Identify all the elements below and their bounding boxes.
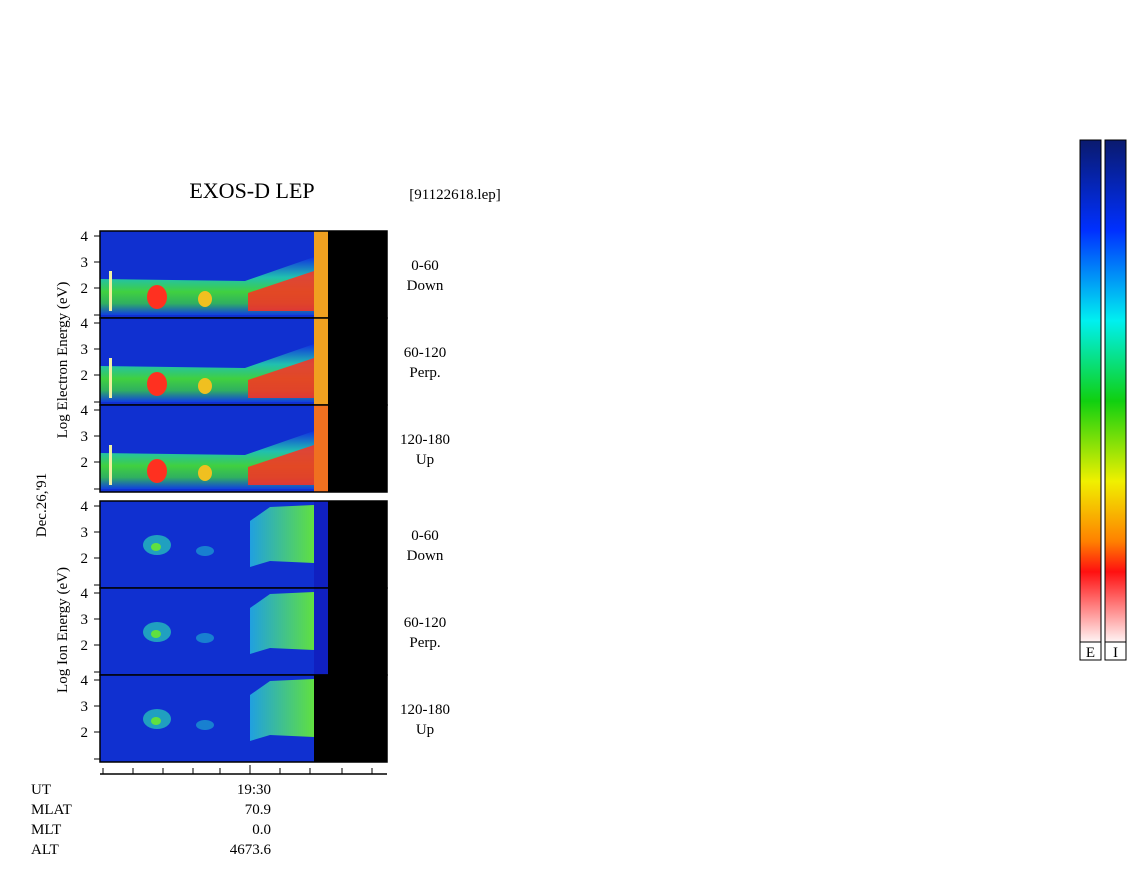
y-tick-label: 4 [81,586,89,602]
row-label: MLAT [31,802,72,818]
colorbar [1104,139,1127,643]
y-tick-label: 4 [81,673,89,689]
date: Dec.26,'91 [34,473,50,537]
flux-blob [147,372,167,396]
flux-blob [198,291,212,307]
flux-stripe [109,358,112,398]
flux-blob [198,378,212,394]
spectrogram-panel: 2 3 4 0-60 Down [81,499,444,589]
spectrogram-panel: 2 3 4 120-180 Up [81,403,450,493]
colorbar-label: E [1086,645,1095,661]
y-tick-label: 4 [81,403,89,419]
panel-label: 60-120 [404,345,447,361]
flux-region [250,505,314,567]
y-tick-label: 4 [81,499,89,515]
y-tick-label: 2 [81,638,89,654]
flux-blob [151,543,161,551]
flux-stripe [314,588,328,675]
y-tick-label: 2 [81,455,89,471]
flux-stripe [314,318,328,405]
y-tick-label: 4 [81,229,89,245]
panel-frame [99,404,388,493]
flux-blob [196,720,214,730]
flux-blob [248,445,314,485]
y-tick-label: 2 [81,551,89,567]
panel-sublabel: Down [407,548,444,564]
y-axis-label: Log Electron Energy (eV) [55,282,71,439]
flux-blob [151,717,161,725]
panel-label: 60-120 [404,615,447,631]
flux-blob [248,271,314,311]
y-tick-label: 2 [81,281,89,297]
flux-blob [248,358,314,398]
flux-blob [147,459,167,483]
flux-stripe [109,445,112,485]
y-tick-label: 2 [81,368,89,384]
panel-sublabel: Perp. [409,635,440,651]
flux-stripe [314,231,328,318]
y-tick-label: 3 [81,429,89,445]
colorbar-label: I [1113,645,1118,661]
y-tick-label: 3 [81,525,89,541]
flux-blob [151,630,161,638]
y-tick-label: 3 [81,612,89,628]
colorbar-label-box [1104,641,1127,661]
panel-label: 120-180 [400,702,450,718]
y-tick-label: 2 [81,725,89,741]
row-label: UT [31,782,51,798]
title: EXOS-D LEP [189,178,314,203]
row-value: 4673.6 [230,842,272,858]
flux-region [250,592,314,654]
y-tick-label: 4 [81,316,89,332]
row-value: 19:30 [237,782,271,798]
file-name: [91122618.lep] [409,187,501,203]
time-ticks [102,765,373,774]
y-tick-label: 3 [81,255,89,271]
row-value: 0.0 [252,822,271,838]
panel-label: 0-60 [411,528,439,544]
flux-blob [147,285,167,309]
row-label: ALT [31,842,59,858]
panel-sublabel: Down [407,278,444,294]
spectrogram-panel: 2 3 4 60-120 Perp. [81,586,447,676]
flux-blob [198,465,212,481]
flux-stripe [314,501,328,588]
spectrogram-panel: 2 3 4 0-60 Down [81,229,444,319]
panel-sublabel: Up [416,722,434,738]
panel-sublabel: Up [416,452,434,468]
panel-label: 120-180 [400,432,450,448]
colorbar [1079,139,1102,643]
spectrogram-panel: 2 3 4 60-120 Perp. [81,316,447,406]
flux-region [250,679,314,741]
row-value: 70.9 [245,802,271,818]
panel-sublabel: Perp. [409,365,440,381]
y-tick-label: 3 [81,342,89,358]
y-tick-label: 3 [81,699,89,715]
panel-label: 0-60 [411,258,439,274]
flux-blob [196,633,214,643]
colorbar-label-box [1079,641,1102,661]
spectrogram-panel: 2 3 4 120-180 Up [81,673,450,763]
flux-stripe [314,405,328,492]
flux-stripe [109,271,112,311]
flux-blob [196,546,214,556]
panel-frame [99,674,388,763]
row-label: MLT [31,822,61,838]
y-axis-label: Log Ion Energy (eV) [55,567,71,693]
